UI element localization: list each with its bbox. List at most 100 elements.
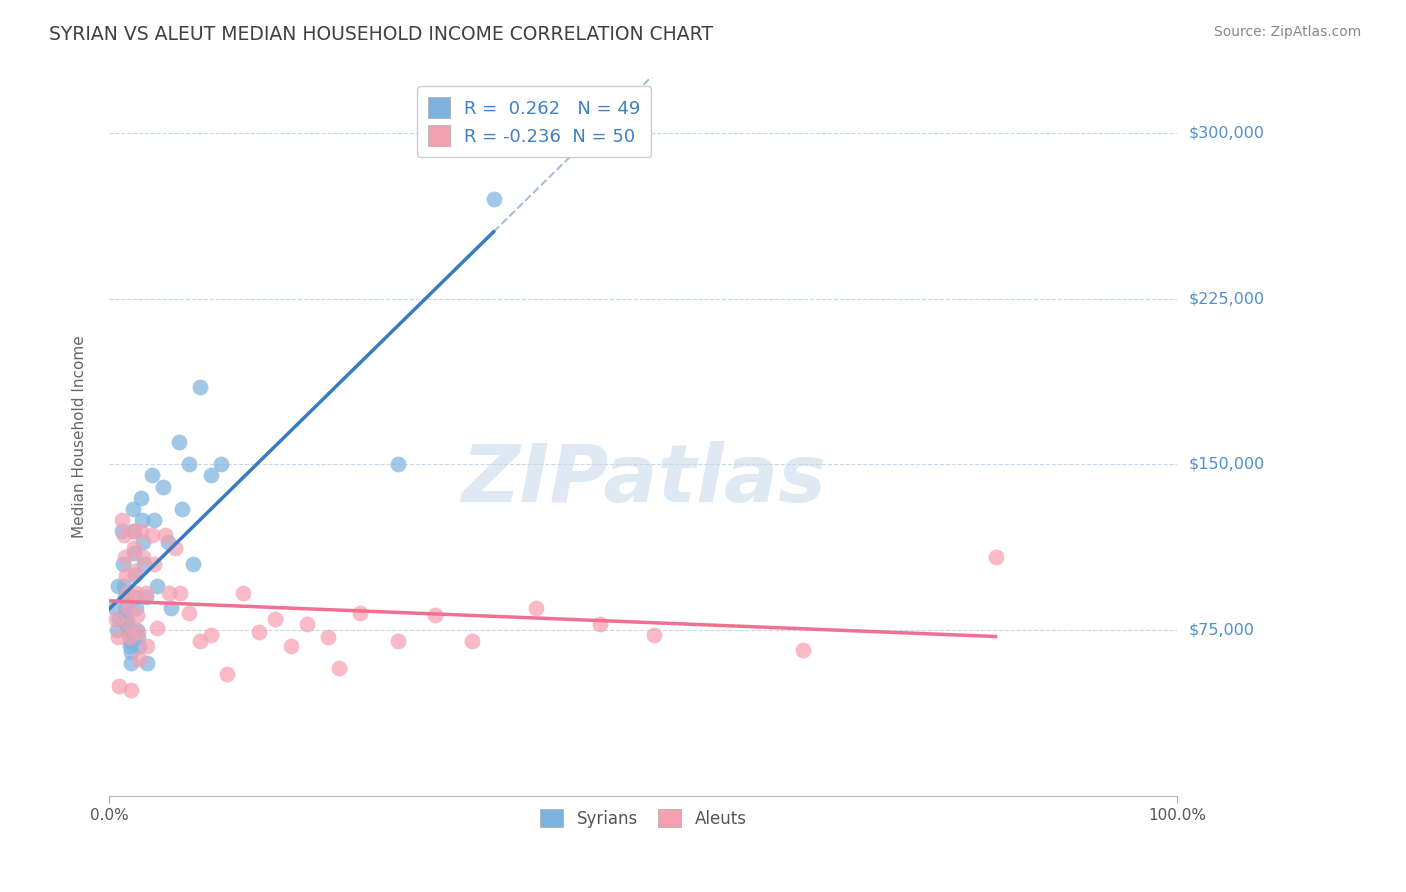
Point bbox=[124, 568, 146, 582]
Point bbox=[188, 380, 211, 394]
Point bbox=[589, 616, 612, 631]
Point bbox=[104, 601, 127, 615]
Point bbox=[792, 643, 814, 657]
Point bbox=[115, 601, 138, 615]
Point bbox=[167, 435, 190, 450]
Point bbox=[156, 534, 179, 549]
Point bbox=[125, 607, 148, 622]
Point bbox=[280, 639, 302, 653]
Point bbox=[112, 528, 135, 542]
Point bbox=[423, 607, 446, 622]
Point bbox=[127, 630, 149, 644]
Point bbox=[117, 612, 139, 626]
Text: $150,000: $150,000 bbox=[1188, 457, 1264, 472]
Point bbox=[118, 639, 141, 653]
Point bbox=[129, 491, 152, 505]
Point bbox=[135, 639, 157, 653]
Point bbox=[114, 590, 136, 604]
Point bbox=[125, 585, 148, 599]
Point bbox=[135, 657, 157, 671]
Point bbox=[120, 657, 142, 671]
Point bbox=[121, 501, 143, 516]
Point bbox=[181, 557, 204, 571]
Point bbox=[643, 628, 665, 642]
Point bbox=[120, 682, 142, 697]
Point bbox=[132, 550, 155, 565]
Point bbox=[117, 616, 139, 631]
Point bbox=[122, 546, 145, 560]
Point bbox=[118, 634, 141, 648]
Text: Source: ZipAtlas.com: Source: ZipAtlas.com bbox=[1213, 25, 1361, 39]
Point bbox=[117, 621, 139, 635]
Legend: Syrians, Aleuts: Syrians, Aleuts bbox=[533, 803, 754, 835]
Point bbox=[135, 585, 157, 599]
Point bbox=[117, 601, 139, 615]
Point bbox=[127, 625, 149, 640]
Point bbox=[328, 661, 350, 675]
Point bbox=[122, 541, 145, 556]
Point bbox=[115, 607, 138, 622]
Point bbox=[146, 621, 169, 635]
Point bbox=[188, 634, 211, 648]
Text: $300,000: $300,000 bbox=[1188, 125, 1264, 140]
Point bbox=[153, 528, 176, 542]
Point bbox=[124, 564, 146, 578]
Point bbox=[160, 601, 183, 615]
Point bbox=[112, 557, 135, 571]
Point bbox=[179, 458, 201, 472]
Point bbox=[247, 625, 270, 640]
Point bbox=[114, 550, 136, 565]
Point bbox=[482, 192, 505, 206]
Point bbox=[117, 625, 139, 640]
Point bbox=[125, 624, 148, 638]
Point bbox=[107, 579, 129, 593]
Text: $75,000: $75,000 bbox=[1188, 623, 1254, 638]
Point bbox=[108, 612, 131, 626]
Point bbox=[526, 601, 548, 615]
Point bbox=[117, 585, 139, 599]
Point bbox=[146, 579, 169, 593]
Point bbox=[132, 534, 155, 549]
Point bbox=[121, 524, 143, 538]
Point bbox=[209, 458, 232, 472]
Point bbox=[135, 590, 157, 604]
Point bbox=[104, 612, 127, 626]
Point bbox=[120, 645, 142, 659]
Point bbox=[141, 528, 163, 542]
Point bbox=[124, 590, 146, 604]
Point bbox=[349, 606, 371, 620]
Point bbox=[112, 579, 135, 593]
Point bbox=[131, 513, 153, 527]
Point bbox=[461, 634, 484, 648]
Text: SYRIAN VS ALEUT MEDIAN HOUSEHOLD INCOME CORRELATION CHART: SYRIAN VS ALEUT MEDIAN HOUSEHOLD INCOME … bbox=[49, 25, 713, 44]
Point bbox=[118, 630, 141, 644]
Text: ZIPatlas: ZIPatlas bbox=[461, 441, 825, 519]
Point bbox=[141, 468, 163, 483]
Point bbox=[232, 585, 254, 599]
Point bbox=[111, 513, 134, 527]
Point bbox=[115, 568, 138, 582]
Point bbox=[117, 616, 139, 631]
Point bbox=[316, 630, 339, 644]
Point bbox=[200, 628, 222, 642]
Point bbox=[200, 468, 222, 483]
Point bbox=[108, 679, 131, 693]
Point bbox=[129, 524, 152, 538]
Point bbox=[111, 524, 134, 538]
Point bbox=[107, 630, 129, 644]
Point bbox=[387, 458, 409, 472]
Point bbox=[263, 612, 285, 626]
Point bbox=[122, 524, 145, 538]
Point bbox=[143, 513, 166, 527]
Point bbox=[128, 639, 150, 653]
Point bbox=[387, 634, 409, 648]
Text: Median Household Income: Median Household Income bbox=[72, 335, 87, 538]
Point bbox=[125, 601, 148, 615]
Point bbox=[118, 630, 141, 644]
Point bbox=[984, 550, 1007, 565]
Point bbox=[179, 606, 201, 620]
Point bbox=[165, 541, 187, 556]
Text: $225,000: $225,000 bbox=[1188, 291, 1264, 306]
Point bbox=[105, 624, 128, 638]
Point bbox=[169, 585, 191, 599]
